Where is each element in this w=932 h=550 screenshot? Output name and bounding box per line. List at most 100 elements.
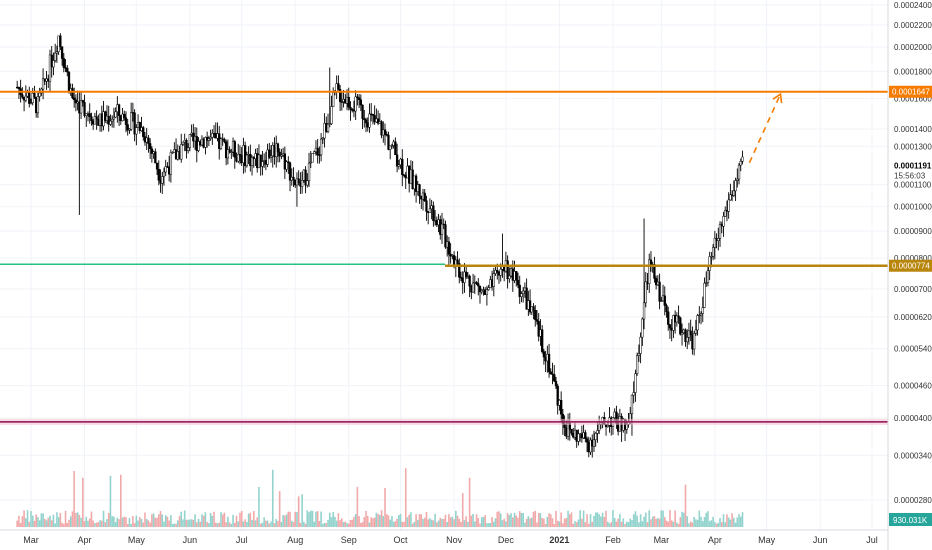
volume-bar xyxy=(619,513,621,527)
volume-bar xyxy=(315,511,317,527)
volume-bar xyxy=(470,515,473,527)
candle-body xyxy=(276,143,280,153)
volume-bar xyxy=(213,511,215,527)
volume-bar xyxy=(21,516,24,527)
volume-bar xyxy=(223,512,226,527)
volume-bar xyxy=(698,510,701,527)
volume-bar xyxy=(379,515,381,527)
volume-bar xyxy=(679,517,682,527)
candle-body xyxy=(478,285,482,293)
time-axis[interactable]: Mar Apr May Jun Jul Aug Sep Oct Nov Dec 2021 Feb Mar… xyxy=(23,535,878,545)
candle-body xyxy=(250,157,254,166)
volume-bar xyxy=(601,512,604,527)
volume-bar xyxy=(724,522,727,527)
candle-body xyxy=(724,210,727,217)
volume-bar xyxy=(104,522,107,527)
volume-bar xyxy=(512,517,514,527)
volume-bar xyxy=(206,521,208,527)
candle-body xyxy=(142,127,145,137)
volume-bar xyxy=(669,510,671,527)
y-tick-label: 0.0001800 xyxy=(894,67,932,76)
y-tick-label: 0.0001100 xyxy=(894,181,932,190)
candle-body xyxy=(283,153,287,170)
volume-bar xyxy=(439,517,442,527)
volume-bar xyxy=(365,510,367,527)
volume-bar xyxy=(574,521,576,527)
volume-bar xyxy=(589,514,592,527)
volume-bar xyxy=(232,514,234,527)
candle-body xyxy=(401,158,404,176)
candle-body xyxy=(739,161,742,166)
volume-bar xyxy=(491,517,493,527)
candle-body xyxy=(553,374,556,382)
candle-body xyxy=(226,149,230,159)
candle-body xyxy=(161,176,164,184)
volume-bar xyxy=(420,514,423,527)
volume-bar xyxy=(192,519,195,527)
volume-bar xyxy=(461,493,464,527)
candle-body xyxy=(318,154,321,156)
candle-body xyxy=(85,113,88,116)
volume-bar xyxy=(138,517,141,527)
volume-bar xyxy=(681,511,683,527)
volume-bar xyxy=(287,511,290,527)
candle-body xyxy=(313,151,316,154)
volume-bar xyxy=(522,512,524,527)
volume-bar xyxy=(275,519,278,527)
projection-arrowhead[interactable] xyxy=(772,92,783,104)
candle-body xyxy=(33,93,36,98)
volume-bar xyxy=(541,517,543,527)
volume-bar xyxy=(474,521,476,527)
volume-bar xyxy=(596,512,599,527)
candle-body xyxy=(28,92,31,104)
horizontal-levels[interactable] xyxy=(0,90,888,425)
volume-bar xyxy=(209,512,212,527)
candle-body xyxy=(268,149,271,158)
volume-bar xyxy=(643,516,645,527)
candle-body xyxy=(223,139,226,143)
volume-bar xyxy=(360,522,362,527)
volume-bar xyxy=(714,521,716,527)
volume-bar xyxy=(50,520,53,527)
volume-bar xyxy=(655,518,657,527)
volume-bar xyxy=(543,518,545,527)
x-tick-label: Mar xyxy=(23,535,39,545)
y-tick-label: 0.0000280 xyxy=(894,496,932,505)
volume-bar xyxy=(380,510,383,527)
volume-tag-text: 930.031K xyxy=(893,516,928,525)
volume-bar xyxy=(59,512,62,527)
volume-bar xyxy=(562,523,564,527)
candle-body xyxy=(385,134,388,136)
volume-bar xyxy=(460,521,462,527)
candle-body xyxy=(534,310,537,320)
volume-bar xyxy=(142,522,145,527)
volume-bar xyxy=(586,514,588,527)
candle-body xyxy=(508,275,511,280)
candle-body xyxy=(83,102,86,116)
volume-bar xyxy=(337,513,340,527)
candle-body xyxy=(328,123,331,125)
volume-bar xyxy=(456,515,459,527)
candle-body xyxy=(149,143,152,149)
projection-arrow[interactable] xyxy=(748,92,783,164)
candle-body xyxy=(394,141,397,156)
candle-body xyxy=(155,162,159,170)
volume-bar xyxy=(534,510,537,527)
volume-bar xyxy=(441,518,443,527)
volume-bar xyxy=(366,515,369,527)
volume-bar xyxy=(137,520,139,527)
candle-body xyxy=(171,152,174,154)
candle-body xyxy=(387,134,390,150)
candle-body xyxy=(713,237,717,248)
projection-dashed-line[interactable] xyxy=(748,93,782,164)
candle-body xyxy=(117,104,121,116)
candle-body xyxy=(340,101,343,103)
volume-bar xyxy=(382,515,385,527)
volume-bar xyxy=(625,521,628,527)
volume-bar xyxy=(570,512,573,527)
price-axis[interactable]: 0.0002400 0.0002200 0.0002000 0.0001800 0.00… xyxy=(894,1,932,505)
volume-bar xyxy=(78,514,81,527)
volume-bar xyxy=(567,510,569,527)
volume-bar xyxy=(579,510,581,527)
